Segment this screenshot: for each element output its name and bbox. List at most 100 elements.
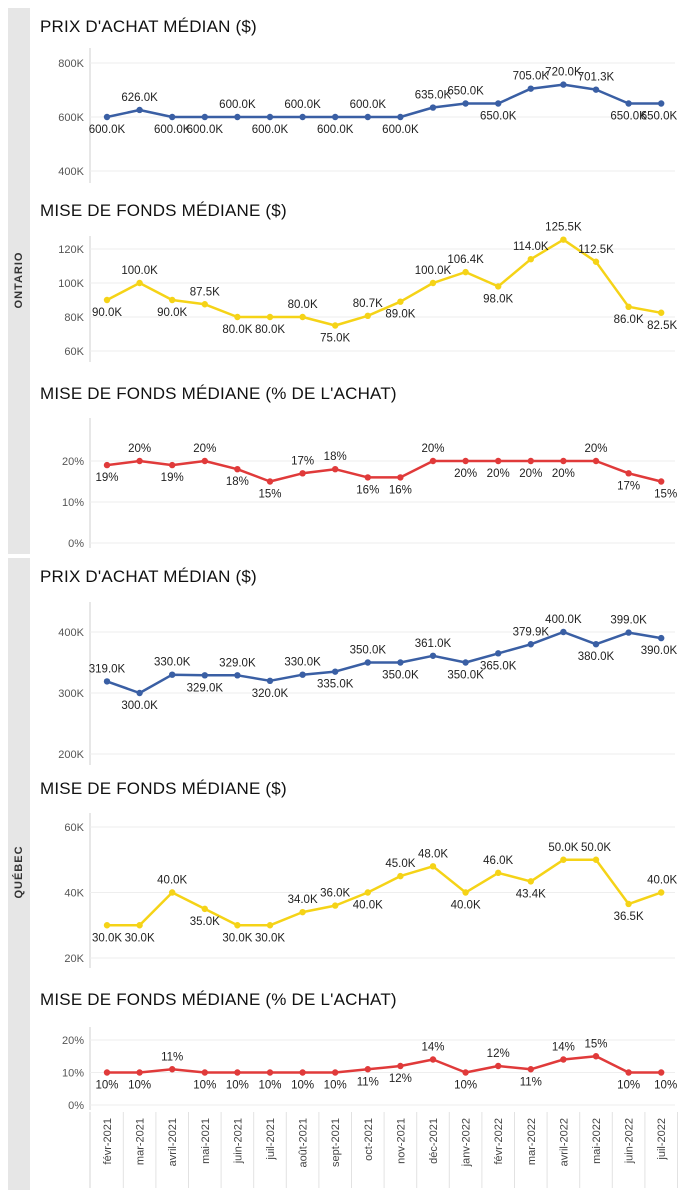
data-point	[103, 461, 111, 469]
chart-title: MISE DE FONDS MÉDIANE (% DE L'ACHAT)	[40, 990, 397, 1009]
data-label: 600.0K	[317, 124, 354, 136]
data-point	[332, 113, 339, 121]
data-point	[266, 1069, 274, 1076]
data-label: 20%	[519, 468, 542, 480]
data-label: 20%	[487, 468, 510, 480]
data-point	[201, 1069, 208, 1076]
data-point	[266, 478, 274, 485]
data-label: 15%	[584, 1038, 607, 1050]
data-point	[625, 629, 632, 636]
data-point	[364, 1066, 371, 1073]
data-label: 17%	[617, 480, 640, 492]
data-label: 114.0K	[513, 241, 549, 253]
data-point	[495, 457, 502, 465]
data-point	[429, 1056, 437, 1063]
data-label: 600.0K	[382, 124, 419, 136]
data-point	[201, 457, 208, 465]
data-point	[495, 650, 502, 657]
data-label: 635.0K	[415, 90, 452, 102]
data-label: 48.0K	[418, 848, 448, 860]
data-point	[234, 922, 241, 929]
data-label: 20%	[128, 443, 151, 455]
data-label: 30.0K	[92, 932, 122, 944]
chart-title: MISE DE FONDS MÉDIANE ($)	[40, 201, 287, 220]
data-point	[234, 113, 241, 121]
data-label: 14%	[421, 1042, 444, 1054]
data-point	[658, 634, 665, 642]
y-tick-label: 40K	[64, 888, 84, 900]
data-label: 34.0K	[288, 894, 318, 906]
data-label: 600.0K	[89, 124, 126, 136]
data-label: 20%	[421, 443, 444, 455]
data-point	[103, 113, 111, 121]
data-point	[136, 689, 143, 697]
data-label: 330.0K	[154, 657, 191, 669]
x-tick-label: avril-2021	[167, 1118, 179, 1166]
data-point	[495, 100, 502, 107]
data-label: 626.0K	[121, 92, 158, 104]
data-point	[462, 659, 469, 666]
data-label: 10%	[654, 1080, 677, 1092]
y-tick-label: 200K	[58, 749, 84, 761]
data-label: 19%	[95, 472, 118, 484]
data-label: 379.9K	[513, 626, 550, 638]
data-label: 320.0K	[252, 688, 289, 700]
data-point	[625, 100, 632, 107]
y-tick-label: 20K	[64, 953, 84, 965]
x-tick-label: juil-2022	[656, 1118, 668, 1161]
data-label: 11%	[161, 1051, 183, 1063]
data-point	[169, 1066, 176, 1073]
data-point	[592, 641, 600, 648]
data-point	[462, 1069, 469, 1076]
y-tick-label: 60K	[64, 346, 84, 358]
data-point	[658, 1069, 665, 1076]
y-tick-label: 20%	[62, 1035, 84, 1047]
data-label: 10%	[454, 1080, 477, 1092]
x-tick-label: janv-2022	[461, 1118, 473, 1167]
data-point	[397, 872, 404, 880]
y-tick-label: 10%	[62, 497, 84, 509]
data-label: 650.0K	[610, 111, 647, 123]
data-label: 87.5K	[190, 286, 220, 298]
data-label: 10%	[193, 1080, 216, 1092]
data-label: 20%	[454, 468, 477, 480]
data-point	[397, 474, 404, 481]
data-point	[169, 461, 176, 469]
y-tick-label: 60K	[64, 822, 84, 834]
data-point	[625, 1069, 632, 1076]
data-point	[103, 922, 111, 929]
data-point	[332, 1069, 339, 1076]
data-point	[136, 279, 143, 287]
data-label: 10%	[128, 1080, 151, 1092]
data-label: 80.0K	[255, 324, 285, 336]
data-point	[364, 113, 371, 121]
x-tick-label: avril-2022	[558, 1118, 570, 1166]
data-label: 350.0K	[382, 670, 419, 682]
data-point	[266, 922, 274, 929]
data-label: 11%	[520, 1076, 542, 1088]
data-label: 701.3K	[578, 72, 615, 84]
chart-title: MISE DE FONDS MÉDIANE ($)	[40, 779, 287, 798]
data-label: 30.0K	[255, 932, 285, 944]
data-label: 18%	[324, 451, 347, 463]
y-tick-label: 120K	[58, 244, 84, 256]
data-label: 19%	[161, 472, 184, 484]
data-label: 600.0K	[350, 99, 387, 111]
data-label: 330.0K	[284, 657, 321, 669]
data-label: 75.0K	[320, 333, 350, 345]
data-point	[299, 1069, 306, 1076]
x-tick-label: sept-2021	[330, 1118, 342, 1167]
data-label: 112.5K	[578, 244, 614, 256]
data-point	[462, 889, 469, 896]
chart-title: MISE DE FONDS MÉDIANE (% DE L'ACHAT)	[40, 384, 397, 403]
data-point	[136, 922, 143, 929]
data-point	[201, 113, 208, 121]
data-label: 20%	[584, 443, 607, 455]
data-label: 46.0K	[483, 855, 513, 867]
data-point	[592, 856, 600, 863]
x-tick-label: mar-2021	[135, 1118, 147, 1165]
data-label: 20%	[552, 468, 575, 480]
data-point	[560, 1056, 567, 1063]
data-label: 650.0K	[447, 86, 484, 98]
data-label: 80.7K	[353, 298, 383, 310]
